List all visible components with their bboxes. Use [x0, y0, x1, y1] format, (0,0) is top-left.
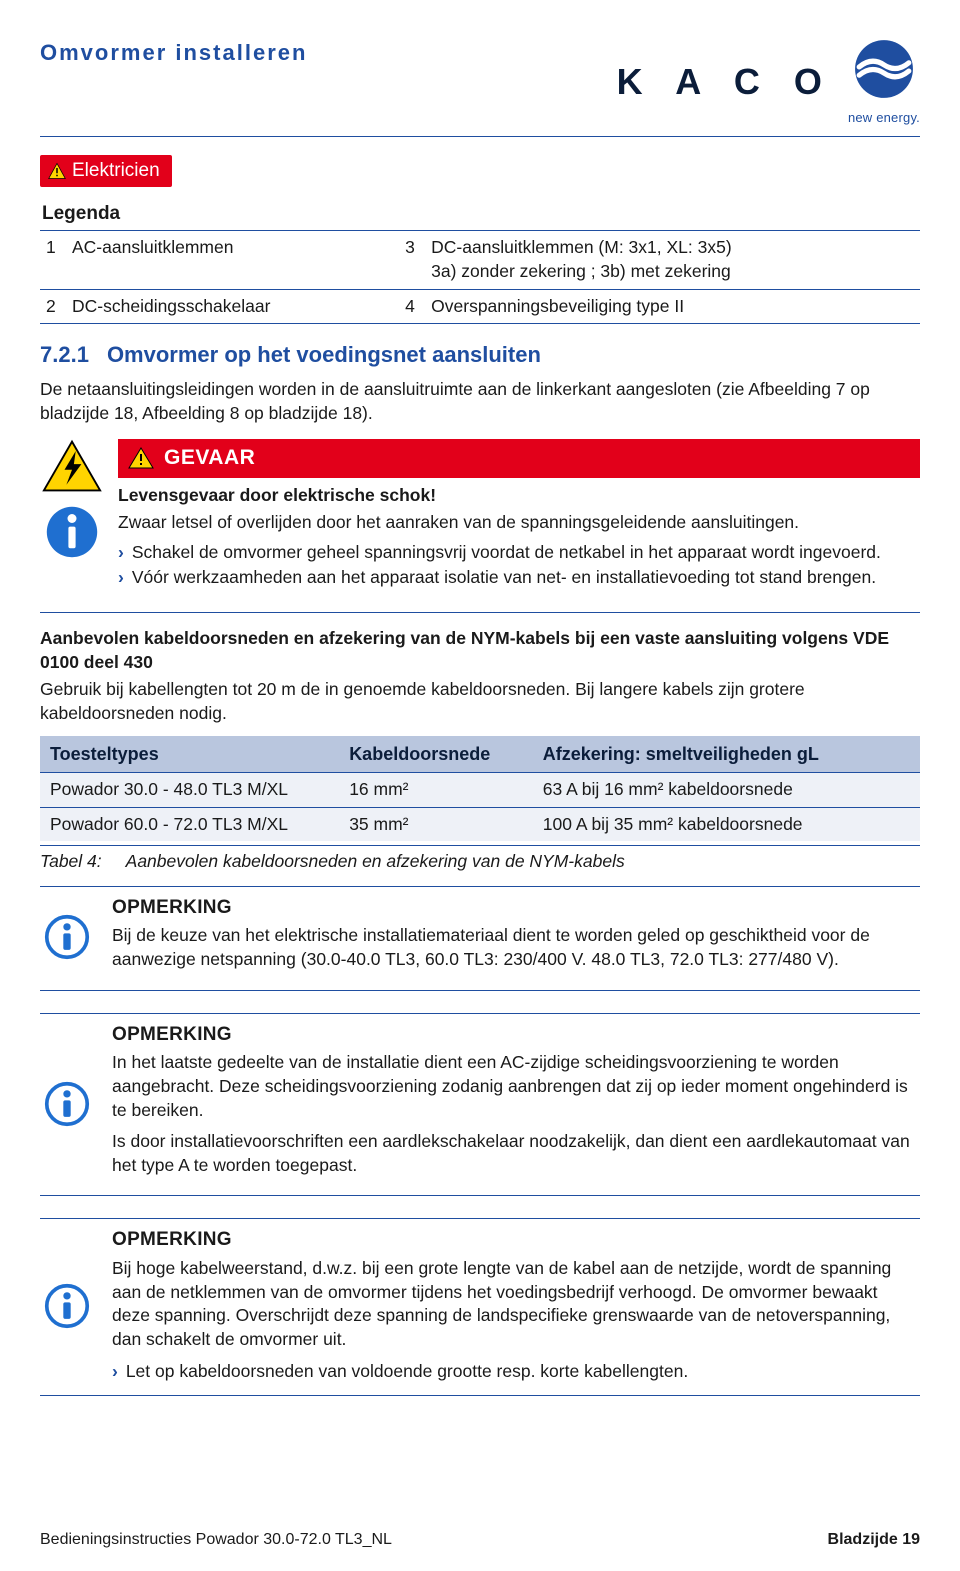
hazard-bullet: › Schakel de omvormer geheel spanningsvri… [118, 541, 920, 565]
note-block: OPMERKING Bij de keuze van het elektrisc… [40, 886, 920, 991]
chevron-right-icon: › [112, 1360, 118, 1384]
hazard-bullet: › Vóór werkzaamheden aan het apparaat iso… [118, 566, 920, 590]
cell: 100 A bij 35 mm² kabeldoorsnede [533, 807, 920, 841]
table-caption: Tabel 4: Aanbevolen kabeldoorsneden en a… [40, 845, 920, 874]
warning-triangle-icon [128, 447, 154, 469]
hazard-subtitle: Levensgevaar door elektrische schok! [118, 484, 920, 508]
cell: Powador 30.0 - 48.0 TL3 M/XL [40, 772, 339, 807]
note-title: OPMERKING [112, 1022, 920, 1048]
note-bullet-text: Let op kabeldoorsneden van voldoende gro… [126, 1360, 688, 1384]
mandatory-action-icon [45, 505, 99, 559]
section-heading: 7.2.1 Omvormer op het voedingsnet aanslu… [40, 340, 920, 370]
hazard-text: Zwaar letsel of overlijden door het aanr… [118, 511, 920, 535]
chevron-right-icon: › [118, 566, 124, 590]
divider [40, 612, 920, 613]
note-bullet: › Let op kabeldoorsneden van voldoende gr… [112, 1360, 920, 1384]
electric-shock-icon [42, 439, 102, 493]
legenda-left-num: 2 [40, 289, 66, 324]
table-row: 2 DC-scheidingsschakelaar 4 Overspanning… [40, 289, 920, 324]
legenda-left-text: DC-scheidingsschakelaar [66, 289, 399, 324]
table-row: Powador 60.0 - 72.0 TL3 M/XL 35 mm² 100 … [40, 807, 920, 841]
legenda-left-text: AC-aansluitklemmen [66, 231, 399, 289]
cell: 35 mm² [339, 807, 533, 841]
section-paragraph: De netaansluitingsleidingen worden in de… [40, 378, 920, 425]
chevron-right-icon: › [118, 541, 124, 565]
legenda-right-text: Overspanningsbeveiliging type II [425, 289, 920, 324]
note-title: OPMERKING [112, 895, 920, 921]
legenda-right-num: 3 [399, 231, 425, 289]
footer-left: Bedieningsinstructies Powador 30.0-72.0 … [40, 1529, 392, 1551]
info-icon [44, 914, 90, 960]
hazard-bar: GEVAAR [118, 439, 920, 477]
hazard-block: GEVAAR Levensgevaar door elektrische sch… [40, 439, 920, 592]
footer-right: Bladzijde 19 [828, 1529, 920, 1551]
legenda-left-num: 1 [40, 231, 66, 289]
legenda-right-num: 4 [399, 289, 425, 324]
note-paragraph: Bij de keuze van het elektrische install… [112, 924, 920, 971]
hazard-bullet-text: Vóór werkzaamheden aan het apparaat isol… [132, 566, 876, 590]
note-block: OPMERKING Bij hoge kabelweerstand, d.w.z… [40, 1218, 920, 1396]
table-caption-text: Aanbevolen kabeldoorsneden en afzekering… [126, 850, 625, 874]
legenda-block: Legenda 1 AC-aansluitklemmen 3 DC-aanslu… [40, 197, 920, 325]
col-header: Toesteltypes [40, 736, 339, 773]
note-block: OPMERKING In het laatste gedeelte van de… [40, 1013, 920, 1197]
section-title: Omvormer op het voedingsnet aansluiten [107, 340, 541, 370]
info-icon [44, 1283, 90, 1329]
table-row: 1 AC-aansluitklemmen 3 DC-aansluitklemme… [40, 231, 920, 289]
hazard-bullet-text: Schakel de omvormer geheel spanningsvrij… [132, 541, 881, 565]
legenda-right-text: DC-aansluitklemmen (M: 3x1, XL: 3x5) 3a)… [425, 231, 920, 289]
header: Omvormer installeren K A C O new energy. [40, 38, 920, 137]
col-header: Afzekering: smeltveiligheden gL [533, 736, 920, 773]
note-paragraph: In het laatste gedeelte van de installat… [112, 1051, 920, 1122]
table-header-row: Toesteltypes Kabeldoorsnede Afzekering: … [40, 736, 920, 773]
note-paragraph: Is door installatievoorschriften een aar… [112, 1130, 920, 1177]
cell: Powador 60.0 - 72.0 TL3 M/XL [40, 807, 339, 841]
note-title: OPMERKING [112, 1227, 920, 1253]
cell: 63 A bij 16 mm² kabeldoorsnede [533, 772, 920, 807]
warning-triangle-icon [48, 162, 66, 180]
hazard-bar-label: GEVAAR [164, 444, 255, 472]
cell: 16 mm² [339, 772, 533, 807]
section-number: 7.2.1 [40, 340, 89, 370]
brand-logo-icon [853, 38, 915, 100]
reco-title: Aanbevolen kabeldoorsneden en afzekering… [40, 627, 920, 674]
legenda-title: Legenda [40, 197, 920, 231]
page-footer: Bedieningsinstructies Powador 30.0-72.0 … [40, 1529, 920, 1551]
info-icon [44, 1081, 90, 1127]
brand-name: K A C O [617, 58, 834, 107]
role-badge-label: Elektricien [72, 158, 160, 184]
note-paragraph: Bij hoge kabelweerstand, d.w.z. bij een … [112, 1257, 920, 1352]
reco-sub: Gebruik bij kabellengten tot 20 m de in … [40, 678, 920, 725]
role-badge: Elektricien [40, 155, 172, 187]
page-section-title: Omvormer installeren [40, 38, 307, 68]
brand-block: K A C O new energy. [617, 38, 920, 126]
col-header: Kabeldoorsnede [339, 736, 533, 773]
table-row: Powador 30.0 - 48.0 TL3 M/XL 16 mm² 63 A… [40, 772, 920, 807]
brand-subtitle: new energy. [848, 109, 920, 127]
legenda-table: 1 AC-aansluitklemmen 3 DC-aansluitklemme… [40, 230, 920, 324]
table-caption-label: Tabel 4: [40, 850, 102, 874]
cable-table: Toesteltypes Kabeldoorsnede Afzekering: … [40, 736, 920, 842]
